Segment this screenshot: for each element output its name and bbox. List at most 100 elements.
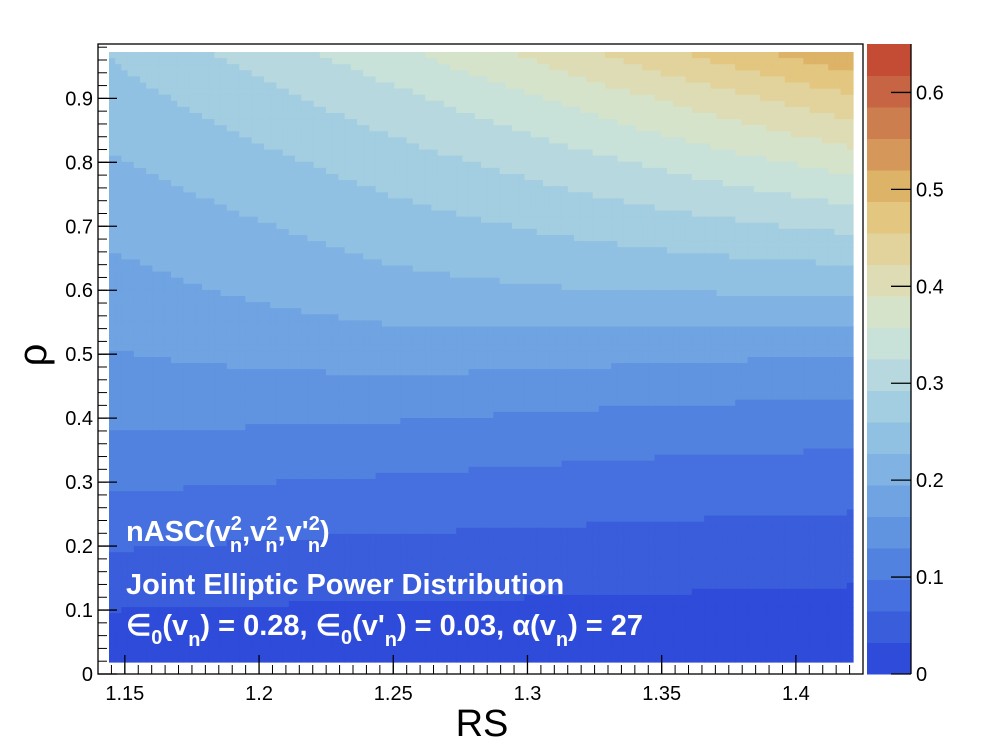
contour-cell xyxy=(406,113,414,120)
contour-cell xyxy=(226,222,234,230)
contour-cell xyxy=(239,192,246,199)
contour-cell xyxy=(586,198,594,206)
contour-cell xyxy=(140,235,147,242)
contour-cell xyxy=(642,228,649,236)
contour-cell xyxy=(307,222,315,230)
contour-cell xyxy=(611,174,618,181)
contour-cell xyxy=(257,125,265,132)
contour-cell xyxy=(288,113,296,120)
contour-cell xyxy=(245,289,253,297)
contour-cell xyxy=(691,119,699,126)
contour-cell xyxy=(338,113,346,120)
contour-cell xyxy=(735,265,742,273)
contour-cell xyxy=(815,192,823,199)
contour-cell xyxy=(226,210,234,218)
contour-cell xyxy=(431,283,439,291)
contour-cell xyxy=(400,265,408,273)
contour-cell xyxy=(487,155,494,163)
contour-cell xyxy=(493,64,501,71)
contour-cell xyxy=(152,228,160,236)
contour-cell xyxy=(437,143,445,151)
contour-cell xyxy=(691,241,699,248)
contour-cell xyxy=(772,204,780,212)
contour-cell xyxy=(822,88,829,96)
contour-cell xyxy=(555,106,563,114)
contour-cell xyxy=(828,125,835,132)
contour-cell xyxy=(809,174,817,181)
contour-cell xyxy=(623,149,631,157)
contour-cell xyxy=(605,241,612,248)
contour-cell xyxy=(487,228,494,236)
contour-cell xyxy=(388,271,395,279)
contour-cell xyxy=(617,204,625,212)
contour-cell xyxy=(381,167,389,175)
contour-cell xyxy=(543,100,550,108)
contour-cell xyxy=(698,259,705,267)
contour-cell xyxy=(760,265,767,273)
contour-cell xyxy=(580,222,587,230)
contour-cell xyxy=(729,106,736,114)
contour-cell xyxy=(177,174,184,181)
contour-cell xyxy=(611,296,618,303)
contour-cell xyxy=(214,235,222,242)
contour-cell xyxy=(419,289,426,297)
contour-cell xyxy=(524,88,532,96)
contour-cell xyxy=(369,192,377,199)
contour-cell xyxy=(673,235,680,242)
contour-cell xyxy=(815,216,823,224)
contour-cell xyxy=(431,131,439,138)
contour-cell xyxy=(642,271,649,279)
contour-cell xyxy=(617,259,625,267)
contour-cell xyxy=(233,70,240,77)
contour-cell xyxy=(419,247,426,254)
contour-cell xyxy=(437,52,445,59)
contour-cell xyxy=(301,106,308,114)
contour-cell xyxy=(716,222,724,230)
contour-cell xyxy=(524,192,532,199)
contour-cell xyxy=(127,259,135,267)
contour-cell xyxy=(152,76,160,84)
contour-cell xyxy=(344,271,352,279)
contour-cell xyxy=(357,131,364,138)
contour-cell xyxy=(152,94,160,102)
contour-cell xyxy=(357,94,364,102)
contour-cell xyxy=(450,155,457,163)
contour-cell xyxy=(171,149,178,157)
contour-cell xyxy=(363,289,370,297)
contour-cell xyxy=(450,283,457,291)
contour-cell xyxy=(766,106,773,114)
contour-cell xyxy=(388,253,395,260)
contour-cell xyxy=(301,82,308,90)
contour-cell xyxy=(319,210,327,218)
contour-cell xyxy=(499,82,507,90)
contour-cell xyxy=(369,186,377,193)
contour-cell xyxy=(257,143,265,151)
contour-cell xyxy=(760,100,767,108)
contour-cell xyxy=(729,216,736,224)
contour-cell xyxy=(226,58,234,65)
contour-cell xyxy=(710,70,718,77)
contour-cell xyxy=(295,259,302,267)
contour-cell xyxy=(642,192,649,199)
contour-cell xyxy=(140,131,147,138)
contour-cell xyxy=(171,155,178,163)
contour-cell xyxy=(357,296,364,303)
contour-cell xyxy=(468,186,476,193)
contour-cell xyxy=(722,265,730,273)
contour-cell xyxy=(164,113,172,120)
contour-cell xyxy=(189,143,197,151)
contour-cell xyxy=(822,210,829,218)
contour-cell xyxy=(474,131,482,138)
contour-cell xyxy=(797,52,804,59)
contour-cell xyxy=(660,88,668,96)
contour-cell xyxy=(251,174,259,181)
contour-cell xyxy=(567,100,575,108)
contour-cell xyxy=(406,241,414,248)
contour-cell xyxy=(344,149,352,157)
contour-cell xyxy=(437,137,445,145)
contour-cell xyxy=(357,289,364,297)
contour-cell xyxy=(195,64,203,71)
contour-cell xyxy=(722,222,730,230)
contour-cell xyxy=(264,198,271,206)
contour-cell xyxy=(543,76,550,84)
